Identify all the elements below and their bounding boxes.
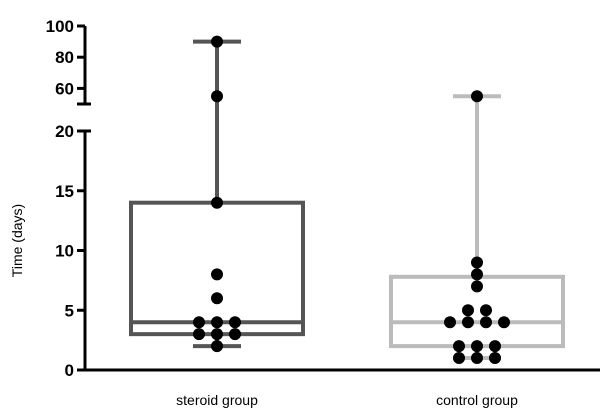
y-tick-label: 80	[55, 48, 74, 67]
data-point	[211, 340, 223, 353]
data-point	[211, 35, 223, 48]
data-point	[211, 268, 223, 281]
data-point	[211, 196, 223, 209]
data-point	[229, 328, 241, 341]
data-point	[193, 316, 205, 329]
data-point	[211, 292, 223, 305]
y-tick-label: 5	[65, 301, 74, 320]
labels: 0 5 10 15 20 60 80 100 Time (days) steroid group c…	[9, 17, 518, 408]
data-point	[471, 90, 483, 103]
y-axis-title: Time (days)	[9, 204, 25, 277]
data-point	[471, 340, 483, 353]
data-point	[480, 304, 492, 317]
data-point	[453, 352, 465, 365]
category-label: control group	[436, 392, 518, 408]
data-point	[471, 280, 483, 293]
data-point	[211, 328, 223, 341]
y-tick-label: 100	[46, 17, 74, 36]
category-label: steroid group	[176, 392, 258, 408]
data-point	[453, 340, 465, 353]
data-point	[229, 316, 241, 329]
y-tick-label: 15	[55, 182, 74, 201]
data-point	[193, 328, 205, 341]
data-point	[471, 256, 483, 269]
data-point	[489, 340, 501, 353]
data-point	[480, 316, 492, 329]
data-point	[471, 352, 483, 365]
data-point	[462, 316, 474, 329]
data-points	[193, 35, 510, 365]
data-point	[498, 316, 510, 329]
y-tick-label: 20	[55, 122, 74, 141]
data-point	[489, 352, 501, 365]
data-point	[211, 90, 223, 103]
y-tick-label: 10	[55, 242, 74, 261]
data-point	[462, 304, 474, 317]
data-point	[444, 316, 456, 329]
data-point	[211, 316, 223, 329]
data-point	[471, 268, 483, 281]
y-tick-label: 60	[55, 79, 74, 98]
boxes	[129, 39, 565, 361]
axes	[77, 24, 600, 372]
y-tick-label: 0	[65, 361, 74, 380]
box-control	[389, 94, 565, 361]
